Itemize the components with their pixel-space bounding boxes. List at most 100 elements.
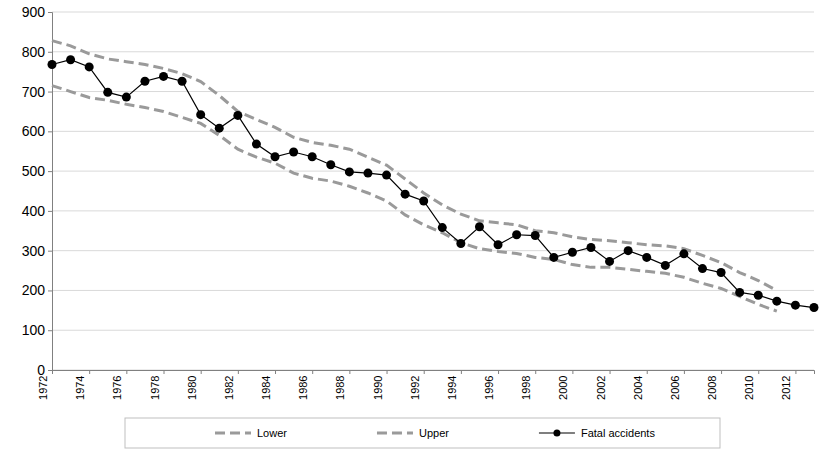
grid-line <box>52 171 814 172</box>
x-tick-label: 1992 <box>409 376 421 400</box>
x-tick-mark <box>535 370 536 374</box>
x-tick: 2012 <box>780 370 796 400</box>
legend-label: Fatal accidents <box>581 427 655 439</box>
y-tick: 800 <box>22 44 52 60</box>
series-marker <box>85 62 94 71</box>
legend-item: Fatal accidents <box>539 427 655 439</box>
y-tick-label: 100 <box>22 322 46 338</box>
series-marker <box>605 257 614 266</box>
x-tick-mark <box>758 370 759 374</box>
series-marker <box>810 303 819 312</box>
x-tick: 1988 <box>334 370 350 400</box>
series-marker <box>512 230 521 239</box>
grid-line <box>52 210 814 211</box>
series-marker <box>735 288 744 297</box>
chart: 0100200300400500600700800900197219741976… <box>0 0 824 455</box>
x-tick-mark <box>312 370 313 374</box>
x-tick-label: 1998 <box>520 376 532 400</box>
series-marker <box>494 240 503 249</box>
legend-box <box>125 418 720 448</box>
x-tick-label: 1988 <box>334 376 346 400</box>
x-tick-label: 1976 <box>111 376 123 400</box>
y-tick-label: 400 <box>22 203 46 219</box>
legend-item: Lower <box>215 427 287 439</box>
series-marker <box>48 60 57 69</box>
y-tick: 700 <box>22 84 52 100</box>
series-line <box>52 86 777 312</box>
x-tick-label: 2004 <box>632 376 644 400</box>
series-marker <box>233 111 242 120</box>
series-marker <box>772 297 781 306</box>
legend-swatch <box>215 432 251 435</box>
x-tick-label: 1978 <box>149 376 161 400</box>
x-tick-mark <box>238 370 239 374</box>
x-tick-label: 2002 <box>595 376 607 400</box>
grid-line <box>52 12 814 13</box>
series-marker <box>419 196 428 205</box>
x-tick: 1982 <box>223 370 239 400</box>
x-tick: 1978 <box>149 370 165 400</box>
series-marker <box>568 248 577 257</box>
x-tick: 1984 <box>260 370 276 400</box>
y-axis: 0100200300400500600700800900 <box>22 4 53 378</box>
x-tick-label: 2012 <box>780 376 792 400</box>
series-marker <box>438 223 447 232</box>
series-marker <box>159 72 168 81</box>
series-marker <box>289 148 298 157</box>
x-tick-label: 1984 <box>260 376 272 400</box>
y-tick-mark <box>48 52 52 53</box>
series-marker <box>642 253 651 262</box>
legend-label: Upper <box>419 427 449 439</box>
series-marker <box>178 77 187 86</box>
x-tick-mark <box>498 370 499 374</box>
y-tick-label: 200 <box>22 282 46 298</box>
x-tick-mark <box>89 370 90 374</box>
grid-line <box>52 290 814 291</box>
legend-swatch <box>377 432 413 435</box>
x-tick: 1972 <box>37 370 53 400</box>
x-tick-label: 1996 <box>483 376 495 400</box>
x-tick-mark <box>387 370 388 374</box>
x-tick: 2010 <box>743 370 759 400</box>
y-tick: 300 <box>22 243 52 259</box>
y-tick-mark <box>48 290 52 291</box>
x-tick: 2004 <box>632 370 648 400</box>
x-tick-mark <box>164 370 165 374</box>
x-tick-mark <box>610 370 611 374</box>
x-tick-label: 1980 <box>186 376 198 400</box>
y-tick-label: 700 <box>22 84 46 100</box>
x-tick: 1976 <box>111 370 127 400</box>
y-tick-mark <box>48 330 52 331</box>
grid-line <box>52 91 814 92</box>
y-tick: 400 <box>22 203 52 219</box>
y-tick-mark <box>48 211 52 212</box>
x-tick-label: 2000 <box>557 376 569 400</box>
x-tick-mark <box>572 370 573 374</box>
series-line <box>52 41 777 291</box>
x-axis: 1972197419761978198019821984198619881990… <box>37 370 815 400</box>
y-tick-label: 600 <box>22 123 46 139</box>
y-tick: 600 <box>22 123 52 139</box>
y-tick: 900 <box>22 4 52 20</box>
grid <box>52 12 814 370</box>
x-tick-mark <box>349 370 350 374</box>
x-tick: 1980 <box>186 370 202 400</box>
y-tick: 500 <box>22 163 52 179</box>
series-marker <box>401 190 410 199</box>
x-tick: 2006 <box>669 370 685 400</box>
x-tick-mark <box>126 370 127 374</box>
grid-line <box>52 250 814 251</box>
series-marker <box>122 93 131 102</box>
x-tick-label: 1974 <box>74 376 86 400</box>
grid-line <box>52 330 814 331</box>
y-tick-label: 300 <box>22 243 46 259</box>
series-marker <box>531 231 540 240</box>
series-marker <box>382 171 391 180</box>
grid-line <box>52 131 814 132</box>
series-marker <box>140 77 149 86</box>
x-tick-label: 2010 <box>743 376 755 400</box>
x-tick: 2002 <box>595 370 611 400</box>
legend-label: Lower <box>257 427 287 439</box>
x-tick-mark <box>52 370 53 374</box>
series-line <box>52 60 814 308</box>
